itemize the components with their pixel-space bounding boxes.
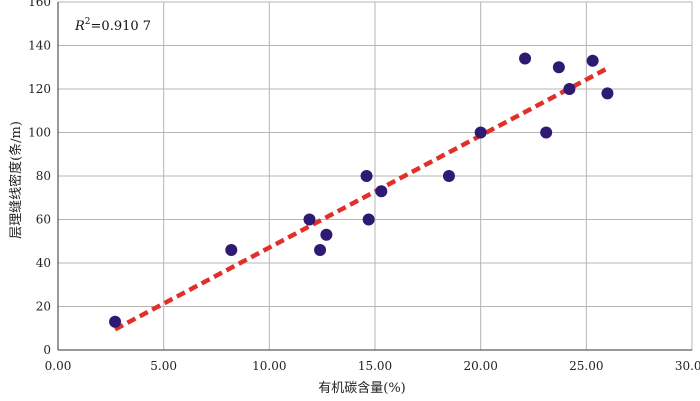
y-tick-label: 0 [43,343,51,357]
scatter-point [362,213,375,226]
r-value: =0.910 7 [91,19,152,34]
scatter-point [320,228,333,241]
y-tick-label: 60 [36,213,51,227]
scatter-point [552,61,565,74]
x-tick-label: 0.00 [45,359,72,373]
scatter-point [360,170,373,182]
y-tick-label: 100 [28,126,51,140]
scatter-point [109,315,122,328]
x-axis-title: 有机碳含量(%) [318,380,406,396]
annotation-layer: R2=0.910 7 [74,17,151,34]
y-axis-title: 层理缝线密度(条/m) [8,121,24,239]
y-tick-label: 160 [28,0,51,9]
scatter-point [474,126,487,139]
scatter-point [563,83,576,95]
y-tick-label: 80 [36,169,51,183]
axis-layer: 0.00 5.00 10.00 15.00 20.00 25.00 30.00 0 20 40 60… [28,0,700,373]
x-tick-label: 25.00 [569,359,603,373]
y-tick-label: 140 [28,39,51,53]
scatter-point [586,54,599,67]
x-tick-label: 20.00 [463,359,497,373]
scatter-point [540,126,553,139]
scatter-point [601,87,614,100]
r-squared-annotation: R2=0.910 7 [74,17,151,34]
x-tick-label: 30.00 [675,359,700,373]
r-exponent: 2 [85,17,91,27]
point-layer [109,52,614,328]
y-tick-label: 20 [36,300,51,314]
y-tick-label: 40 [36,256,51,270]
scatter-point [442,170,455,182]
r-symbol: R [74,19,85,34]
x-tick-label: 5.00 [150,359,177,373]
grid-layer [57,1,693,351]
scatter-point [314,243,327,256]
x-tick-label: 10.00 [252,359,286,373]
scatter-point [375,185,388,198]
trendline-layer [114,66,609,332]
scatter-point [519,52,532,65]
scatter-point [225,243,238,256]
scatter-point [303,213,316,226]
x-tick-label: 15.00 [358,359,392,373]
y-tick-label: 120 [28,82,51,96]
trendline [114,66,609,332]
